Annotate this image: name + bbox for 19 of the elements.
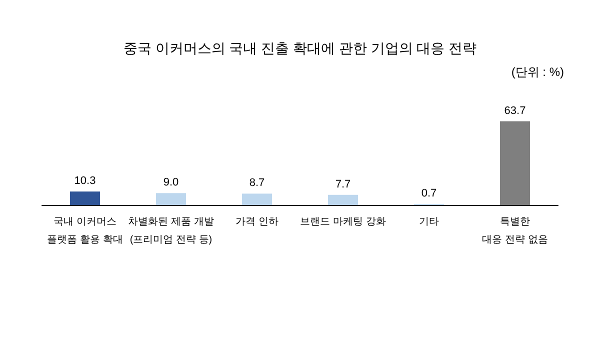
data-label: 7.7 bbox=[335, 178, 351, 190]
x-tick-label: 기타 bbox=[419, 216, 439, 228]
x-tick-label: 차별화된 제품 개발 (프리미엄 전략 등) bbox=[128, 216, 214, 246]
data-label: 9.0 bbox=[163, 176, 179, 189]
data-label: 10.3 bbox=[74, 174, 96, 187]
bar bbox=[242, 194, 272, 205]
x-tick-label: 국내 이커머스 플랫폼 활용 확대 bbox=[47, 216, 123, 246]
data-label: 8.7 bbox=[249, 177, 265, 190]
bar bbox=[328, 194, 358, 205]
data-label: 0.7 bbox=[421, 188, 437, 200]
x-tick-label: 특별한 대응 전략 없음 bbox=[482, 216, 548, 246]
text: (단위 : %) bbox=[511, 65, 564, 79]
bar bbox=[70, 191, 100, 205]
bar bbox=[156, 193, 186, 205]
data-label: 63.7 bbox=[504, 104, 526, 117]
chart-title: 중국 이커머스의 국내 진출 확대에 관한 기업의 대응 전략 bbox=[123, 40, 477, 56]
bar bbox=[500, 121, 530, 205]
x-tick-label: 가격 인하 bbox=[236, 216, 278, 228]
x-tick-label: 브랜드 마케팅 강화 bbox=[300, 216, 386, 228]
